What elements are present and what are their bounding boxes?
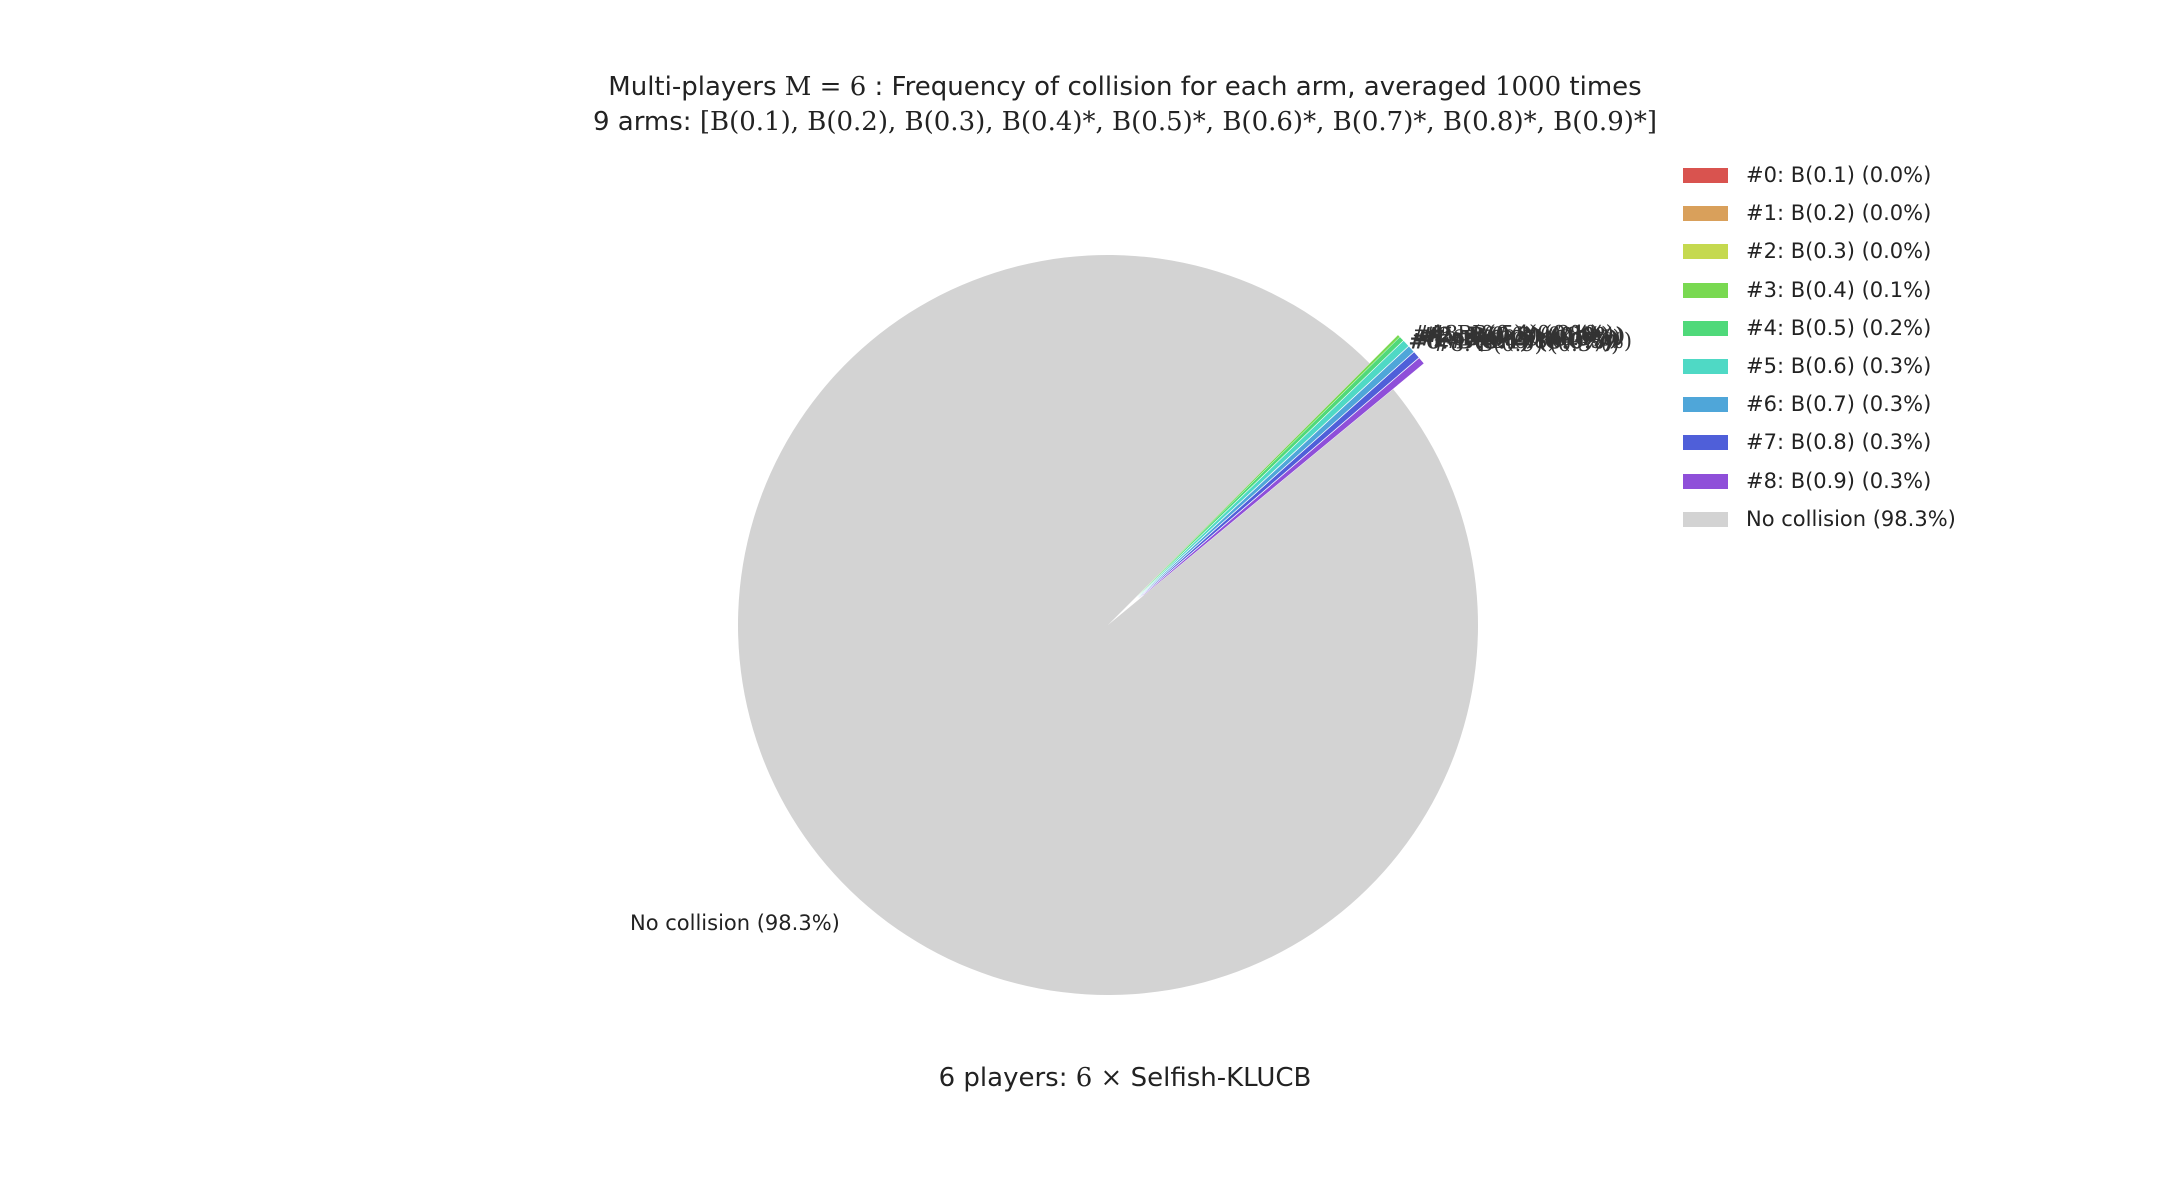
pie-slice-label-8: #8: B(0.9) (0.3%) xyxy=(1433,332,1619,356)
pie-slice-label-1: #1: B(0.2) (0.0%) xyxy=(1415,325,1620,350)
pie-slice-9 xyxy=(737,255,1478,996)
legend-swatch-2 xyxy=(1683,244,1728,260)
legend-swatch-8 xyxy=(1683,473,1728,489)
legend-label-6: #6: B(0.7) (0.3%) xyxy=(1746,392,1932,417)
legend-swatch-9 xyxy=(1683,511,1728,527)
pie-slice-3 xyxy=(1136,335,1400,597)
legend-swatch-6 xyxy=(1683,397,1728,413)
legend-swatch-5 xyxy=(1683,359,1728,374)
pie-slice-label-0: #0: B(0.1) (0.0%) xyxy=(1409,328,1614,353)
legend-label-0: #0: B(0.1) (0.0%) xyxy=(1746,163,1932,187)
pie-slice-label-6: #6: B(0.7) (0.3%) xyxy=(1434,326,1620,350)
legend-label-7: #7: B(0.8) (0.3%) xyxy=(1746,430,1932,455)
legend-swatch-4 xyxy=(1683,320,1728,336)
pie-slice-5 xyxy=(1137,340,1409,598)
legend-label-5: #5: B(0.6) (0.3%) xyxy=(1746,354,1932,378)
legend-swatch-0 xyxy=(1683,168,1728,183)
pie-slice-label-3: #3: B(0.4) (0.1%) xyxy=(1427,321,1613,345)
legend-label-9: No collision (98.3%) xyxy=(1746,506,1956,531)
chart-title-line2: 9 arms: [B(0.1), B(0.2), B(0.3), B(0.4)*… xyxy=(592,107,1658,137)
legend-label-8: #8: B(0.9) (0.3%) xyxy=(1746,468,1932,493)
x-axis-label: 6 players: 6 × Selfish-KLUCB xyxy=(938,1063,1312,1093)
pie-slice-4 xyxy=(1136,337,1404,598)
legend-label-2: #2: B(0.3) (0.0%) xyxy=(1746,239,1932,264)
legend-label-1: #1: B(0.2) (0.0%) xyxy=(1746,201,1932,226)
legend-swatch-3 xyxy=(1683,282,1728,298)
pie-slice-label-7: #7: B(0.8) (0.3%) xyxy=(1446,329,1632,353)
pie-slice-label-4: #4: B(0.5) (0.2%) xyxy=(1412,321,1598,345)
pie-slice-label-9: No collision (98.3%) xyxy=(630,911,840,935)
legend-swatch-7 xyxy=(1683,435,1728,451)
legend-label-4: #4: B(0.5) (0.2%) xyxy=(1746,315,1932,340)
chart-title-line1: Multi-players M = 6 : Frequency of colli… xyxy=(608,72,1642,102)
legend-swatch-1 xyxy=(1683,206,1728,222)
pie-slice-label-5: #5: B(0.6) (0.3%) xyxy=(1423,323,1609,347)
pie-slice-8 xyxy=(1138,358,1424,600)
pie-slice-6 xyxy=(1137,346,1414,599)
legend-label-3: #3: B(0.4) (0.1%) xyxy=(1746,277,1932,302)
pie-slice-label-2: #2: B(0.3) (0.0%) xyxy=(1421,322,1626,347)
pie-slice-7 xyxy=(1138,352,1419,599)
